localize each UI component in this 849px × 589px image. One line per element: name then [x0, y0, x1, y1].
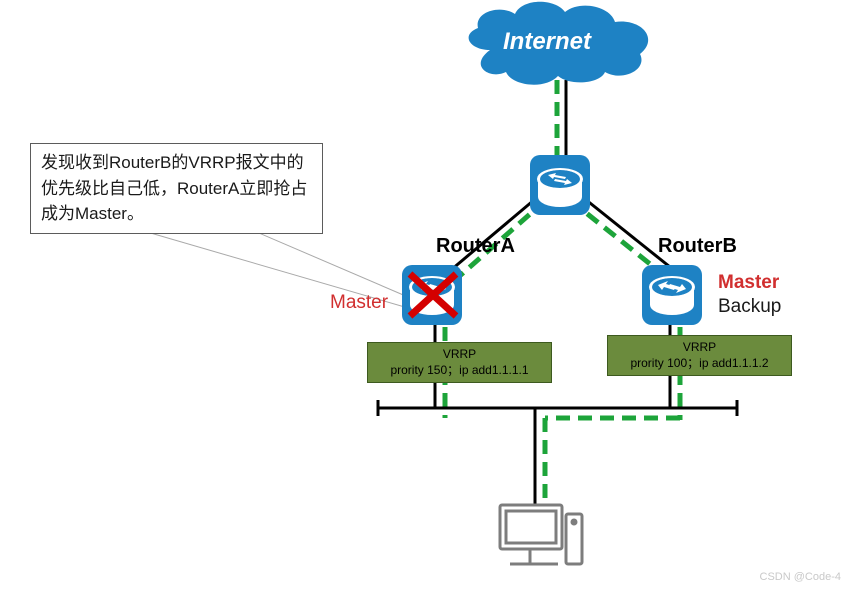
routerB-label: RouterB [658, 235, 737, 258]
vrrp-b-title: VRRP [614, 340, 785, 356]
vrrp-a-detail: prority 150；ip add1.1.1.1 [374, 363, 545, 379]
diagram-canvas [0, 0, 849, 589]
routerA-role: Master [330, 292, 388, 314]
routerB-role-backup: Backup [718, 296, 781, 318]
watermark: CSDN @Code-4 [760, 571, 841, 583]
internet-label: Internet [503, 28, 591, 56]
vrrp-box-b: VRRP prority 100；ip add1.1.1.2 [607, 335, 792, 376]
routerA-label: RouterA [436, 235, 515, 258]
routerB-role-master: Master [718, 272, 779, 294]
vrrp-b-detail: prority 100；ip add1.1.1.2 [614, 356, 785, 372]
routerB-icon [642, 265, 702, 325]
vrrp-a-title: VRRP [374, 347, 545, 363]
callout-box: 发现收到RouterB的VRRP报文中的优先级比自己低，RouterA立即抢占成… [30, 143, 323, 234]
pc-icon [500, 505, 582, 564]
core-switch-icon [530, 155, 590, 215]
vrrp-box-a: VRRP prority 150；ip add1.1.1.1 [367, 342, 552, 383]
